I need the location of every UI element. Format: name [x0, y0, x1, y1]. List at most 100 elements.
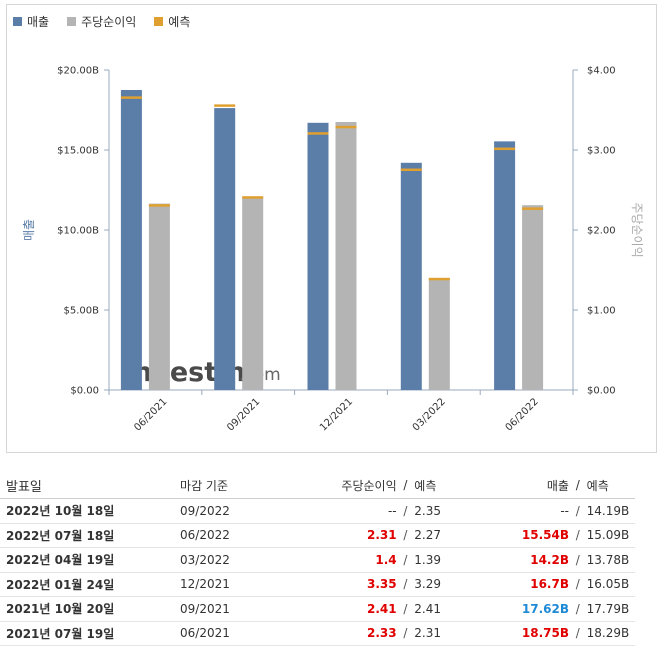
table-row: 2022년 01월 24일 12/2021 3.35 / 3.29 16.7B / 16.05…	[0, 573, 635, 597]
left-tick-label: $20.00B	[57, 66, 99, 77]
cell-eps: --	[387, 503, 397, 518]
cell-period-end: 09/2022	[180, 503, 230, 518]
cell-period-end: 03/2022	[180, 552, 230, 567]
cell-revenue-forecast: 16.05B	[586, 577, 630, 592]
legend-label-revenue: 매출	[27, 15, 50, 29]
legend-item-eps[interactable]: 주당순이익	[67, 13, 136, 30]
header-revenue-forecast[interactable]: 예측	[586, 478, 609, 493]
left-tick-label: $10.00B	[57, 226, 99, 237]
right-tick-label: $3.00	[587, 146, 616, 157]
cell-eps: 2.33	[367, 626, 397, 641]
forecast-mark-revenue	[494, 147, 516, 151]
cell-slash: /	[403, 552, 408, 567]
table-row: 2022년 04월 19일 03/2022 1.4 / 1.39 14.2B / 13.78B	[0, 548, 635, 573]
cell-slash: /	[575, 577, 580, 592]
cell-eps: 3.35	[367, 577, 397, 592]
header-eps-forecast[interactable]: 예측	[414, 478, 437, 493]
cell-revenue: 18.75B	[521, 626, 569, 641]
cell-eps-forecast: 2.41	[414, 601, 441, 616]
table-body: 2022년 10월 18일 09/2022 -- / 2.35 -- / 14.19B 2022…	[0, 499, 635, 646]
forecast-mark-eps	[242, 196, 264, 199]
cell-slash: /	[575, 626, 580, 641]
header-slash: /	[403, 478, 408, 492]
cell-slash: /	[403, 626, 408, 641]
legend-item-revenue[interactable]: 매출	[13, 13, 49, 30]
right-tick-label: $0.00	[587, 386, 616, 397]
cell-period-end: 06/2021	[180, 626, 230, 641]
cell-eps-forecast: 2.35	[414, 503, 441, 518]
bar-revenue	[400, 162, 422, 390]
cell-period-end: 09/2021	[180, 601, 230, 616]
right-tick-label: $1.00	[587, 306, 616, 317]
table-row: 2021년 07월 19일 06/2021 2.33 / 2.31 18.75B / 18.2…	[0, 622, 635, 646]
earnings-chart: $0.00 $5.00B $10.00B $15.00B $20.00B $0.00 $1.…	[22, 66, 644, 434]
header-eps[interactable]: 주당순이익	[341, 478, 397, 493]
left-tick-label: $5.00B	[64, 306, 100, 317]
cell-revenue-forecast: 18.29B	[586, 626, 630, 641]
cell-period-end: 06/2022	[180, 528, 230, 543]
cell-slash: /	[575, 528, 580, 543]
bar-eps	[242, 197, 264, 390]
earnings-table: 발표일 마감 기준 주당순이익 / 예측 매출 / 예측 2022년 10월 1…	[0, 472, 635, 646]
cell-slash: /	[403, 528, 408, 543]
cell-revenue: --	[560, 503, 569, 518]
forecast-mark-eps	[522, 207, 544, 210]
cell-date: 2022년 04월 19일	[6, 553, 115, 568]
table-header: 발표일 마감 기준 주당순이익 / 예측 매출 / 예측	[0, 472, 635, 499]
cell-eps-forecast: 2.27	[414, 528, 441, 543]
cell-slash: /	[575, 601, 580, 616]
cell-date: 2022년 10월 18일	[6, 504, 115, 519]
x-tick-label: 09/2021	[225, 396, 262, 433]
cell-period-end: 12/2021	[180, 577, 230, 592]
table-row: 2021년 10월 20일 09/2021 2.41 / 2.41 17.62B / 17.7…	[0, 597, 635, 622]
bar-eps	[428, 278, 450, 390]
legend-label-forecast: 예측	[168, 15, 191, 29]
left-tick-label: $0.00	[70, 386, 99, 397]
legend-swatch-eps	[67, 17, 77, 26]
forecast-mark-revenue	[120, 96, 142, 99]
bar-revenue	[120, 90, 142, 390]
header-date[interactable]: 발표일	[6, 479, 42, 495]
right-tick-label: $4.00	[587, 66, 616, 77]
cell-eps: 2.31	[367, 528, 397, 543]
bar-eps	[148, 203, 170, 390]
cell-revenue: 16.7B	[530, 577, 569, 592]
chart-legend: 매출 주당순이익 예측	[13, 13, 190, 30]
legend-item-forecast[interactable]: 예측	[154, 13, 190, 30]
bar-revenue	[494, 141, 516, 390]
cell-revenue-forecast: 15.09B	[586, 528, 630, 543]
forecast-mark-eps	[335, 125, 357, 129]
legend-swatch-forecast	[154, 17, 164, 26]
cell-revenue: 14.2B	[530, 552, 569, 567]
cell-eps: 1.4	[375, 552, 397, 567]
watermark-logo: Investing	[123, 357, 265, 388]
cell-date: 2022년 07월 18일	[6, 528, 115, 543]
bar-revenue	[307, 122, 329, 391]
header-revenue[interactable]: 매출	[546, 478, 569, 493]
cell-slash: /	[403, 577, 408, 592]
x-tick-label: 06/2022	[504, 396, 541, 433]
forecast-mark-eps	[428, 277, 450, 281]
legend-label-eps: 주당순이익	[81, 15, 137, 29]
table-row: 2022년 07월 18일 06/2022 2.31 / 2.27 15.54B / 15.0…	[0, 524, 635, 548]
cell-slash: /	[575, 503, 580, 518]
legend-swatch-revenue	[13, 17, 22, 26]
right-tick-label: $2.00	[587, 226, 616, 237]
header-period-end[interactable]: 마감 기준	[180, 478, 229, 493]
cell-slash: /	[575, 552, 580, 567]
x-tick-label: 06/2021	[132, 396, 169, 433]
x-tick-label: 12/2021	[318, 396, 355, 433]
forecast-mark-revenue	[400, 168, 422, 172]
left-axis-title: 매출	[22, 219, 36, 241]
cell-eps-forecast: 3.29	[414, 577, 441, 592]
cell-revenue-forecast: 13.78B	[586, 552, 630, 567]
bar-eps	[522, 205, 544, 390]
cell-revenue-forecast: 14.19B	[586, 503, 630, 518]
cell-revenue: 17.62B	[521, 601, 569, 616]
cell-slash: /	[403, 503, 408, 518]
cell-date: 2022년 01월 24일	[6, 577, 115, 592]
chart-panel: 매출 주당순이익 예측 $0.00 $5.00B $10.00B $15.00B $20…	[6, 4, 657, 453]
forecast-mark-revenue	[214, 104, 236, 107]
x-tick-label: 03/2022	[411, 396, 448, 433]
cell-eps-forecast: 1.39	[414, 552, 441, 567]
